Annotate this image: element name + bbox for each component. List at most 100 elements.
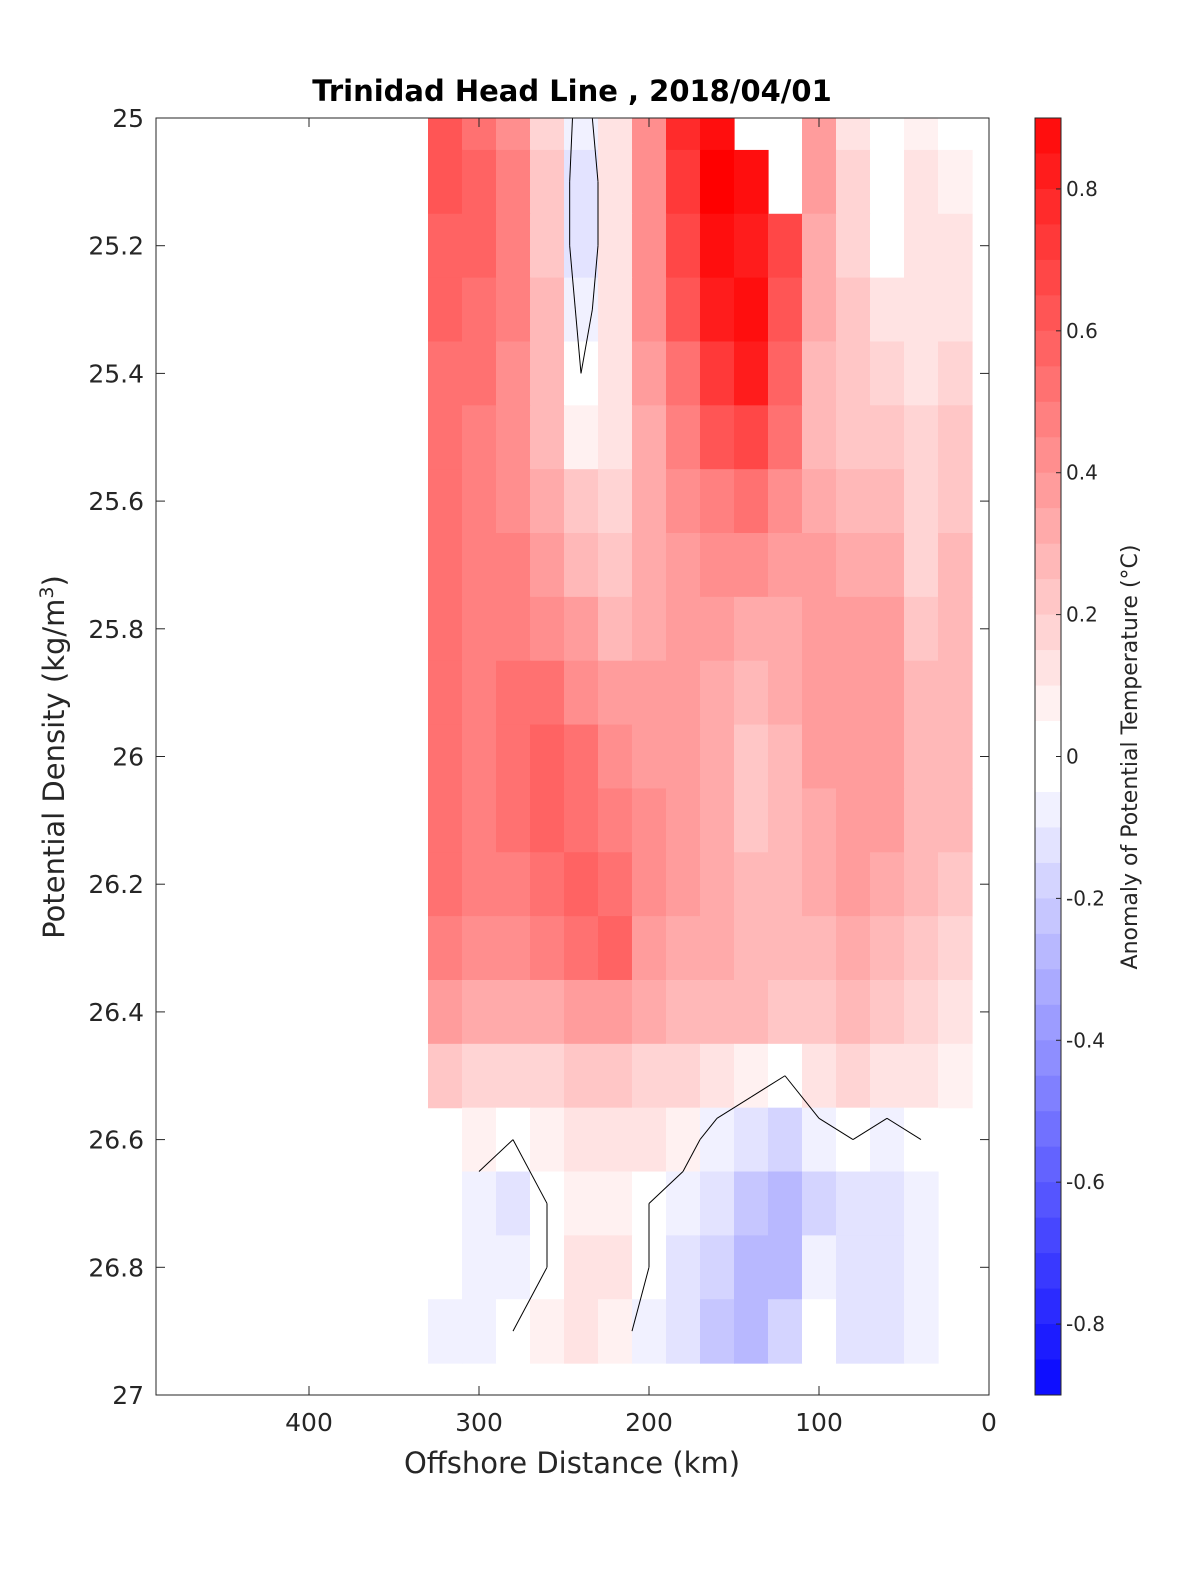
heatmap-cell <box>530 724 565 790</box>
colorbar-band <box>1035 862 1061 899</box>
heatmap-cell <box>666 852 701 917</box>
heatmap-cell <box>666 213 701 279</box>
heatmap-cell <box>700 724 735 790</box>
heatmap-cell <box>428 852 463 917</box>
contour-segment <box>682 1139 701 1172</box>
heatmap-cell <box>598 788 633 853</box>
heatmap-cell <box>496 277 531 343</box>
heatmap-cell <box>530 405 565 470</box>
heatmap-cell <box>768 724 803 790</box>
colorbar-band <box>1035 1146 1061 1183</box>
heatmap-cell <box>632 724 667 790</box>
anomaly-field <box>428 118 973 1364</box>
heatmap-cell <box>462 277 497 343</box>
heatmap-cell <box>836 916 871 981</box>
heatmap-cell <box>530 469 565 534</box>
heatmap-cell <box>904 788 939 853</box>
heatmap-cell <box>700 660 735 726</box>
heatmap-cell <box>598 277 633 343</box>
heatmap-cell <box>870 149 905 215</box>
heatmap-cell <box>904 277 939 343</box>
heatmap-cell <box>836 1171 871 1236</box>
y-axis-ticks: 25 25.2 25.4 25.6 25.8 26 26.2 26.4 26.6 26.8 27 <box>88 104 989 1410</box>
heatmap-cell <box>496 533 531 598</box>
heatmap-cell <box>428 149 463 215</box>
heatmap-cell <box>836 724 871 790</box>
colorbar-band <box>1035 756 1061 793</box>
contour-segment <box>580 309 593 374</box>
colorbar-band <box>1035 366 1061 403</box>
heatmap-cell <box>428 916 463 981</box>
heatmap-cell <box>564 1043 599 1109</box>
heatmap-cell <box>428 1043 463 1109</box>
heatmap-cell <box>768 1107 803 1173</box>
heatmap-cell <box>598 118 633 151</box>
contour-segment <box>716 1096 752 1119</box>
heatmap-cell <box>564 724 599 790</box>
heatmap-cell <box>836 533 871 598</box>
heatmap-cell <box>904 916 939 981</box>
heatmap-cell <box>530 979 565 1045</box>
heatmap-cell <box>734 1107 769 1173</box>
heatmap-cell <box>734 852 769 917</box>
heatmap-cell <box>836 979 871 1045</box>
heatmap-cell <box>496 118 531 151</box>
zero-contour-lines <box>478 117 922 1332</box>
heatmap-cell <box>802 724 837 790</box>
contour-segment <box>512 1139 548 1204</box>
colorbar-tick-label: 0.8 <box>1066 177 1098 201</box>
heatmap-cell <box>530 533 565 598</box>
heatmap-cell <box>904 341 939 406</box>
heatmap-cell <box>938 852 973 917</box>
heatmap-cell <box>802 596 837 662</box>
heatmap-cell <box>700 1299 735 1364</box>
heatmap-cell <box>870 118 905 151</box>
heatmap-cell <box>666 118 701 151</box>
heatmap-cell <box>632 788 667 853</box>
heatmap-cell <box>836 1235 871 1300</box>
heatmap-cell <box>802 149 837 215</box>
heatmap-cell <box>496 341 531 406</box>
heatmap-cell <box>700 533 735 598</box>
heatmap-cell <box>632 1299 667 1364</box>
heatmap-cell <box>802 852 837 917</box>
contour-segment <box>852 1117 888 1141</box>
heatmap-cell <box>666 469 701 534</box>
contour-segment <box>818 1117 854 1141</box>
colorbar-bands <box>1035 118 1061 1396</box>
colorbar-band <box>1035 543 1061 580</box>
colorbar-band <box>1035 224 1061 261</box>
colorbar-title: Anomaly of Potential Temperature (°C) <box>1118 545 1143 970</box>
colorbar-band <box>1035 1324 1061 1361</box>
heatmap-cell <box>462 405 497 470</box>
heatmap-cell <box>700 405 735 470</box>
heatmap-cell <box>496 916 531 981</box>
heatmap-cell <box>530 788 565 853</box>
heatmap-cell <box>938 341 973 406</box>
heatmap-cell <box>598 469 633 534</box>
heatmap-cell <box>564 1171 599 1236</box>
heatmap-cell <box>530 277 565 343</box>
heatmap-cell <box>632 149 667 215</box>
x-tick-label: 300 <box>455 1408 503 1437</box>
heatmap-cell <box>870 1043 905 1109</box>
heatmap-cell <box>666 1171 701 1236</box>
heatmap-cell <box>870 1235 905 1300</box>
heatmap-cell <box>428 533 463 598</box>
colorbar-band <box>1035 1075 1061 1112</box>
heatmap-cell <box>496 149 531 215</box>
heatmap-cell <box>598 213 633 279</box>
heatmap-cell <box>530 1107 565 1173</box>
heatmap-cell <box>734 213 769 279</box>
heatmap-cell <box>870 1171 905 1236</box>
colorbar-band <box>1035 1004 1061 1041</box>
colorbar-band <box>1035 295 1061 332</box>
heatmap-cell <box>496 1171 531 1236</box>
heatmap-cell <box>768 533 803 598</box>
heatmap-cell <box>462 149 497 215</box>
contour-segment <box>699 1118 718 1140</box>
heatmap-cell <box>802 213 837 279</box>
heatmap-cell <box>870 1299 905 1364</box>
heatmap-cell <box>598 660 633 726</box>
heatmap-cell <box>802 405 837 470</box>
